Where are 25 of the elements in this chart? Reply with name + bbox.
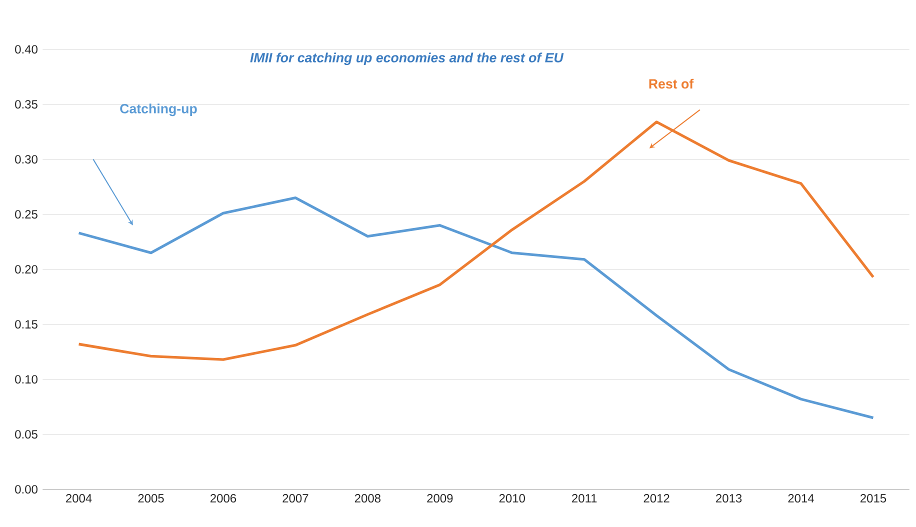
x-tick-label: 2005 <box>138 494 164 503</box>
y-tick-label: 0.35 <box>15 100 38 109</box>
y-tick-label: 0.40 <box>15 45 38 54</box>
x-tick-label: 2009 <box>427 494 453 503</box>
y-tick-label: 0.05 <box>15 430 38 439</box>
y-tick-label: 0.15 <box>15 320 38 329</box>
y-tick-label: 0.20 <box>15 265 38 274</box>
chart-title: IMII for catching up economies and the rest of EU <box>250 52 564 66</box>
x-tick-label: 2007 <box>282 494 308 503</box>
x-tick-label: 2010 <box>499 494 525 503</box>
text: Rest of <box>649 78 694 89</box>
y-tick-label: 0.25 <box>15 210 38 219</box>
x-tick-label: 2014 <box>788 494 814 503</box>
x-tick-label: 2006 <box>210 494 236 503</box>
line-series <box>77 196 875 420</box>
y-tick-label: 0.10 <box>15 375 38 384</box>
x-tick-label: 2008 <box>354 494 380 503</box>
x-tick-label: 2013 <box>716 494 742 503</box>
y-tick-label: 0.00 <box>15 485 38 494</box>
text: Catching-up <box>120 104 197 116</box>
x-tick-label: 2004 <box>66 494 92 503</box>
x-tick-label: 2012 <box>644 494 670 503</box>
x-tick-label: 2011 <box>572 494 597 503</box>
x-tick-label: 2015 <box>860 494 886 503</box>
y-tick-label: 0.30 <box>15 155 38 164</box>
